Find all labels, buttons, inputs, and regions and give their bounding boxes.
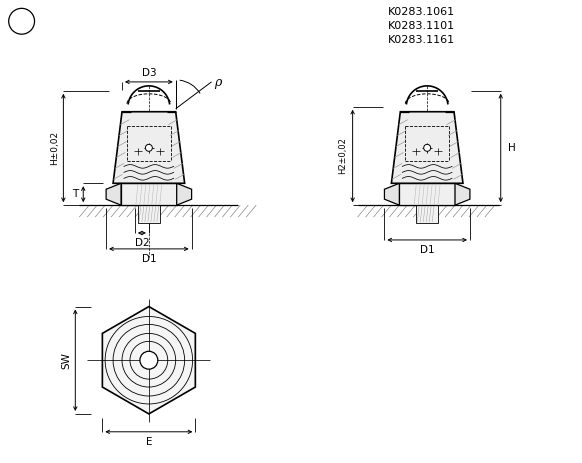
Polygon shape: [177, 183, 191, 205]
Circle shape: [140, 351, 158, 369]
Bar: [121, 183, 177, 205]
Polygon shape: [113, 112, 184, 183]
Bar: [138, 205, 160, 223]
Text: ρ: ρ: [214, 76, 222, 89]
Text: H: H: [508, 143, 516, 153]
Text: D1: D1: [141, 254, 156, 264]
Text: K0283.1061: K0283.1061: [388, 7, 455, 17]
Text: C: C: [17, 15, 26, 28]
Text: SW: SW: [61, 352, 72, 369]
Circle shape: [424, 144, 431, 151]
Text: H±0,02: H±0,02: [50, 131, 59, 165]
Circle shape: [9, 8, 34, 34]
Text: K0283.1101: K0283.1101: [388, 21, 455, 31]
Polygon shape: [391, 112, 463, 183]
Text: K0283.1161: K0283.1161: [388, 35, 455, 45]
Text: E: E: [146, 437, 152, 447]
Bar: [416, 205, 438, 223]
Text: D2: D2: [134, 238, 149, 248]
Polygon shape: [385, 183, 399, 205]
Text: T: T: [72, 189, 79, 199]
Polygon shape: [106, 183, 121, 205]
Polygon shape: [102, 307, 196, 414]
Text: D1: D1: [420, 245, 435, 255]
Bar: [399, 183, 455, 205]
Text: D3: D3: [141, 68, 156, 78]
Polygon shape: [455, 183, 470, 205]
Text: H2±0,02: H2±0,02: [338, 138, 347, 175]
Circle shape: [146, 144, 152, 151]
